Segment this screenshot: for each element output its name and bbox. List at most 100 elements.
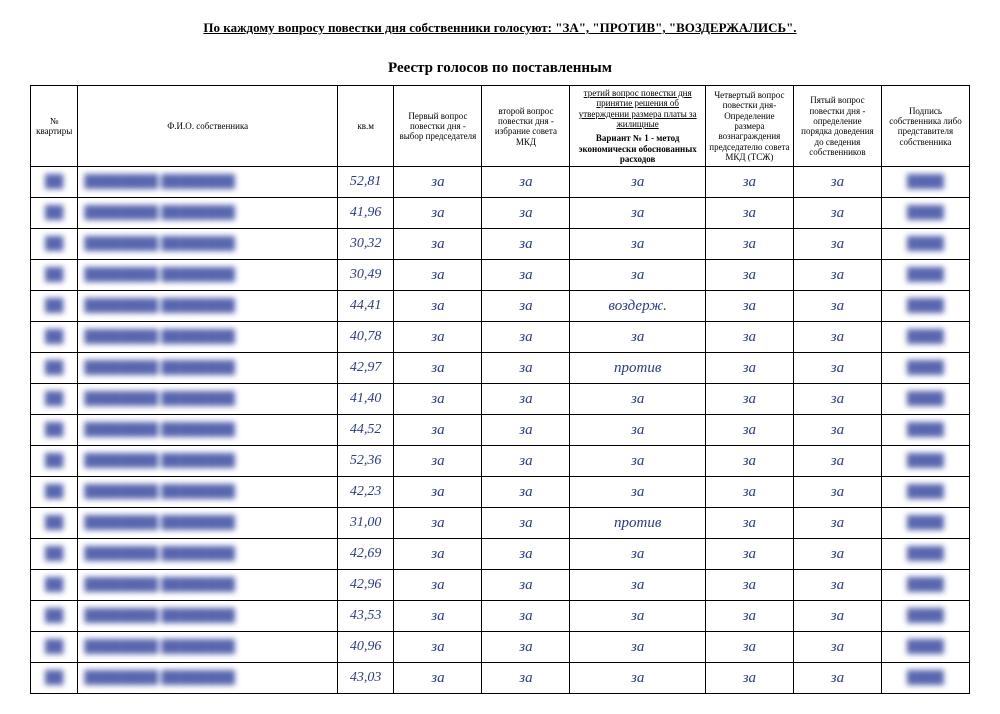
cell-q2: за [482,291,570,322]
cell-q3: воздерж. [570,291,705,322]
cell-q4: за [705,477,793,508]
cell-q3: за [570,260,705,291]
cell-q5: за [793,384,881,415]
cell-q2: за [482,167,570,198]
cell-owner-name: ████████ ████████ [78,322,338,353]
cell-q3: за [570,601,705,632]
cell-q4: за [705,415,793,446]
cell-q4: за [705,198,793,229]
table-row: ██████████ ████████40,78зазазазаза████ [31,322,970,353]
cell-q1: за [394,384,482,415]
cell-q3: против [570,353,705,384]
cell-q3: за [570,663,705,694]
cell-q4: за [705,570,793,601]
cell-apartment-num: ██ [31,291,78,322]
cell-owner-name: ████████ ████████ [78,384,338,415]
cell-signature: ████ [881,291,969,322]
cell-q5: за [793,229,881,260]
cell-q1: за [394,260,482,291]
col-header-kvm: кв.м [337,86,393,167]
cell-kvm: 42,69 [337,539,393,570]
cell-q5: за [793,198,881,229]
col-header-q4: Четвертый вопрос повестки дня- Определен… [705,86,793,167]
cell-kvm: 42,97 [337,353,393,384]
cell-q3: за [570,539,705,570]
cell-q2: за [482,570,570,601]
cell-q5: за [793,167,881,198]
cell-kvm: 43,03 [337,663,393,694]
cell-q5: за [793,446,881,477]
col-header-q5: Пятый вопрос повестки дня - определение … [793,86,881,167]
cell-q2: за [482,663,570,694]
table-header-row: № квартиры Ф.И.О. собственника кв.м Перв… [31,86,970,167]
cell-apartment-num: ██ [31,508,78,539]
cell-q2: за [482,353,570,384]
cell-q2: за [482,477,570,508]
cell-q1: за [394,198,482,229]
cell-q2: за [482,446,570,477]
cell-owner-name: ████████ ████████ [78,570,338,601]
cell-q1: за [394,570,482,601]
cell-signature: ████ [881,601,969,632]
cell-apartment-num: ██ [31,663,78,694]
table-row: ██████████ ████████44,52зазазазаза████ [31,415,970,446]
cell-kvm: 43,53 [337,601,393,632]
cell-q4: за [705,539,793,570]
cell-q2: за [482,229,570,260]
cell-signature: ████ [881,198,969,229]
header-instruction: По каждому вопросу повестки дня собствен… [30,20,970,36]
cell-q1: за [394,167,482,198]
cell-kvm: 42,96 [337,570,393,601]
col-header-q2: второй вопрос повестки дня - избрание со… [482,86,570,167]
cell-kvm: 44,41 [337,291,393,322]
table-row: ██████████ ████████31,00зазапротивзаза██… [31,508,970,539]
q3-bottom-text: Вариант № 1 - метод экономически обоснов… [573,133,701,164]
table-row: ██████████ ████████43,03зазазазаза████ [31,663,970,694]
cell-q3: за [570,384,705,415]
cell-q5: за [793,570,881,601]
cell-kvm: 42,23 [337,477,393,508]
cell-apartment-num: ██ [31,198,78,229]
cell-q1: за [394,477,482,508]
cell-kvm: 44,52 [337,415,393,446]
col-header-sig: Подпись собственника либо представителя … [881,86,969,167]
cell-q2: за [482,322,570,353]
cell-q5: за [793,663,881,694]
cell-q1: за [394,322,482,353]
cell-apartment-num: ██ [31,229,78,260]
table-row: ██████████ ████████30,49зазазазаза████ [31,260,970,291]
cell-q3: против [570,508,705,539]
cell-q1: за [394,539,482,570]
cell-q1: за [394,353,482,384]
cell-q1: за [394,415,482,446]
cell-signature: ████ [881,539,969,570]
cell-q3: за [570,632,705,663]
cell-signature: ████ [881,663,969,694]
cell-q5: за [793,353,881,384]
cell-signature: ████ [881,477,969,508]
cell-q5: за [793,539,881,570]
cell-apartment-num: ██ [31,477,78,508]
votes-table: № квартиры Ф.И.О. собственника кв.м Перв… [30,85,970,694]
cell-signature: ████ [881,260,969,291]
cell-q2: за [482,601,570,632]
cell-q1: за [394,446,482,477]
cell-q5: за [793,477,881,508]
cell-q2: за [482,198,570,229]
cell-q3: за [570,229,705,260]
cell-q4: за [705,601,793,632]
table-row: ██████████ ████████41,96зазазазаза████ [31,198,970,229]
cell-q1: за [394,663,482,694]
cell-q5: за [793,322,881,353]
cell-q3: за [570,477,705,508]
cell-signature: ████ [881,167,969,198]
cell-kvm: 52,36 [337,446,393,477]
cell-owner-name: ████████ ████████ [78,601,338,632]
cell-owner-name: ████████ ████████ [78,260,338,291]
table-row: ██████████ ████████42,97зазапротивзаза██… [31,353,970,384]
table-row: ██████████ ████████52,36зазазазаза████ [31,446,970,477]
cell-apartment-num: ██ [31,353,78,384]
cell-signature: ████ [881,446,969,477]
table-row: ██████████ ████████43,53зазазазаза████ [31,601,970,632]
cell-q5: за [793,415,881,446]
